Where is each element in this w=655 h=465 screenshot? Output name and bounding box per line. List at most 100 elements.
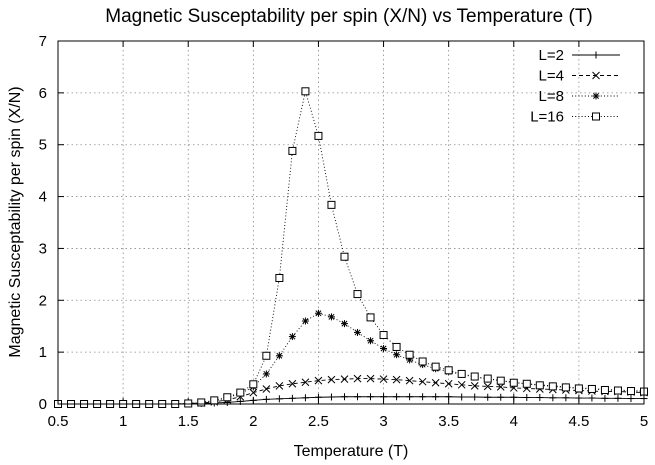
- data-point: [340, 252, 349, 261]
- data-point: [510, 393, 518, 401]
- data-point: [314, 376, 323, 385]
- y-tick-label: 2: [39, 292, 47, 309]
- data-point: [288, 146, 297, 155]
- data-point: [340, 320, 348, 328]
- plot-frame: [57, 40, 645, 405]
- data-point: [354, 393, 362, 401]
- data-point: [393, 351, 401, 359]
- data-point: [419, 393, 427, 401]
- x-tick-label: 0.5: [48, 413, 69, 430]
- data-point: [262, 395, 270, 403]
- legend-label: L=2: [539, 47, 564, 64]
- data-point: [379, 331, 388, 340]
- x-tick-label: 1.5: [178, 413, 199, 430]
- data-point: [613, 386, 622, 395]
- data-point: [561, 383, 570, 392]
- data-point: [588, 394, 596, 402]
- data-point: [314, 393, 322, 401]
- x-axis-label: Temperature (T): [294, 443, 409, 460]
- legend-marker: [592, 92, 600, 100]
- data-point: [431, 362, 440, 371]
- data-point: [600, 385, 609, 394]
- data-point: [262, 385, 271, 393]
- data-point: [288, 333, 296, 341]
- data-point: [340, 375, 349, 383]
- legend-marker: [592, 71, 600, 80]
- legend-label: L=8: [539, 88, 564, 105]
- y-tick-label: 4: [39, 189, 47, 206]
- data-point: [301, 378, 310, 387]
- data-point: [275, 381, 284, 390]
- y-tick-label: 0: [39, 396, 47, 413]
- y-tick-label: 5: [39, 137, 47, 154]
- data-point: [380, 393, 388, 401]
- series-line: [58, 378, 645, 405]
- data-point: [405, 376, 414, 385]
- y-tick-label: 1: [39, 344, 47, 361]
- data-point: [288, 379, 297, 388]
- data-point: [249, 396, 257, 404]
- data-point: [444, 366, 453, 375]
- x-tick-label: 4: [510, 413, 518, 430]
- series-line: [58, 312, 645, 405]
- data-point: [471, 393, 479, 401]
- data-point: [497, 393, 505, 401]
- data-point: [327, 393, 335, 401]
- data-point: [327, 375, 336, 384]
- plot-series: [54, 87, 648, 408]
- x-tick-label: 5: [640, 413, 648, 430]
- data-point: [535, 381, 544, 390]
- data-point: [626, 387, 635, 396]
- data-point: [496, 376, 505, 385]
- data-point: [587, 384, 596, 393]
- data-point: [458, 393, 466, 401]
- data-point: [340, 393, 348, 401]
- data-point: [418, 377, 427, 386]
- grid-lines: [58, 41, 644, 404]
- legend-marker: [592, 112, 600, 121]
- data-point: [379, 375, 388, 383]
- data-point: [301, 317, 309, 325]
- legend-item: L=4: [539, 68, 620, 85]
- data-point: [457, 380, 466, 389]
- data-point: [431, 378, 440, 387]
- data-point: [327, 313, 335, 321]
- data-point: [367, 337, 375, 345]
- y-tick-label: 6: [39, 85, 47, 102]
- data-point: [236, 388, 245, 397]
- data-point: [249, 388, 258, 397]
- data-point: [406, 393, 414, 401]
- data-point: [432, 393, 440, 401]
- data-point: [536, 394, 544, 402]
- data-point: [405, 350, 414, 359]
- series-line: [58, 91, 645, 405]
- data-point: [353, 290, 362, 299]
- data-point: [575, 394, 583, 402]
- data-point: [614, 394, 622, 402]
- data-point: [197, 398, 206, 407]
- data-point: [275, 352, 283, 360]
- data-point: [457, 369, 466, 378]
- data-point: [366, 374, 375, 383]
- data-point: [522, 379, 531, 388]
- data-point: [444, 379, 453, 388]
- data-point: [484, 393, 492, 401]
- x-tick-label: 4.5: [568, 413, 589, 430]
- legend-label: L=4: [539, 68, 564, 85]
- legend-item: L=16: [530, 109, 620, 126]
- axis-ticks: 0.5 1 1.5 2 2.5 3 3.5 4 4.5 5 0 1 2 3 4 5 6 7: [39, 33, 649, 430]
- data-point: [354, 328, 362, 336]
- data-point: [223, 393, 232, 402]
- data-point: [327, 200, 336, 209]
- legend-item: L=8: [539, 88, 620, 105]
- data-point: [367, 393, 375, 401]
- x-tick-label: 3: [379, 413, 387, 430]
- x-tick-label: 1: [119, 413, 127, 430]
- data-point: [275, 395, 283, 403]
- data-point: [288, 394, 296, 402]
- data-point: [314, 309, 322, 317]
- y-tick-label: 3: [39, 240, 47, 257]
- data-point: [353, 374, 362, 383]
- data-point: [574, 384, 583, 393]
- data-point: [392, 375, 401, 384]
